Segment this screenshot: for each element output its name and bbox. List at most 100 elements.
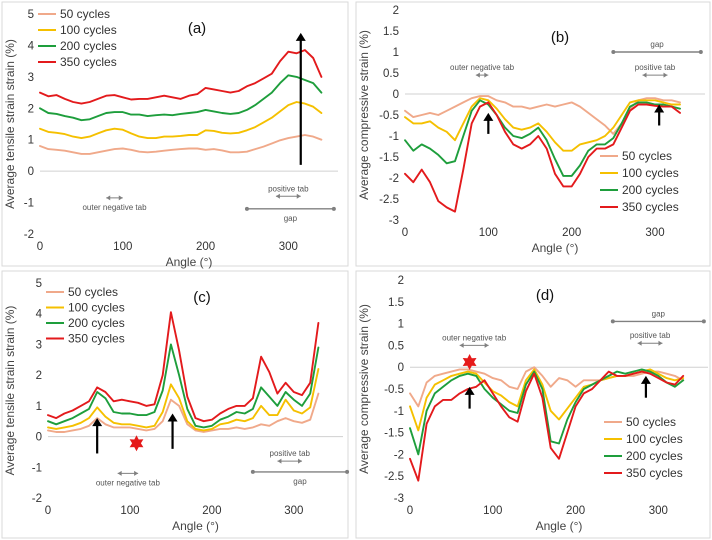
x-tick-label: 300: [284, 505, 303, 517]
y-tick-label: -2: [32, 493, 42, 505]
x-tick-label: 300: [645, 227, 664, 239]
y-axis-label: Average compressive strain (%): [357, 30, 371, 200]
tab-range-arrowhead: [642, 72, 647, 78]
y-tick-label: 2: [393, 5, 399, 17]
arrow-icon: [92, 418, 103, 454]
tab-range-arrowhead: [298, 458, 303, 464]
x-tick-label: 300: [649, 505, 668, 517]
tab-annotation: positive tab: [268, 184, 309, 199]
series-line-100-cycles: [404, 97, 681, 152]
tab-range-arrowhead: [637, 340, 642, 346]
tab-range-end: [250, 469, 255, 474]
tab-range-end: [698, 50, 703, 54]
x-tick-label: 100: [483, 505, 502, 517]
y-axis-label: Average compressive strain (%): [357, 304, 371, 474]
tab-annotation: outer negative tab: [450, 63, 515, 78]
arrow-icon: [640, 375, 651, 398]
x-tick-label: 200: [196, 241, 215, 253]
tab-annotation: positive tab: [630, 331, 671, 346]
tab-range-arrowhead: [275, 193, 280, 199]
series-line-100-cycles: [39, 101, 323, 140]
arrow-icon: [464, 386, 475, 409]
tab-annotation-label: gap: [284, 214, 298, 223]
tab-annotation: gap: [244, 206, 336, 223]
series-line-200-cycles: [404, 99, 681, 177]
tab-annotation-label: gap: [652, 309, 666, 318]
y-tick-label: -0.5: [379, 110, 399, 122]
tab-annotation-label: positive tab: [270, 449, 311, 458]
x-tick-label: 0: [402, 227, 408, 239]
legend-entry: 200 cycles: [68, 316, 125, 330]
tab-annotation-label: outer negative tab: [442, 333, 507, 342]
y-tick-label: 1: [393, 47, 399, 59]
y-axis-label: Average tensile strain strain (%): [3, 306, 17, 476]
y-tick-label: -2: [389, 173, 399, 185]
tab-range-arrowhead: [106, 195, 111, 201]
tab-range-arrowhead: [118, 195, 123, 201]
x-tick-label: 0: [37, 241, 43, 253]
x-tick-label: 200: [566, 505, 585, 517]
y-tick-label: 0: [393, 89, 399, 101]
tab-range-arrowhead: [658, 340, 663, 346]
panel-label: (c): [193, 289, 211, 306]
y-tick-label: 0: [28, 166, 34, 178]
series-line-350-cycles: [404, 101, 681, 213]
y-tick-label: -1: [24, 198, 34, 210]
tab-annotation-label: positive tab: [268, 184, 309, 193]
y-tick-label: -3: [389, 215, 399, 227]
tab-range-end: [701, 319, 706, 324]
panel-label: (b): [551, 29, 569, 46]
tab-annotation-label: gap: [650, 40, 664, 49]
star-icon: [129, 435, 144, 452]
y-tick-label: -2: [394, 449, 404, 461]
y-tick-label: 5: [28, 9, 34, 21]
panel-label: (d): [536, 287, 554, 304]
tab-annotation-label: positive tab: [630, 331, 671, 340]
arrow-head: [483, 112, 494, 121]
x-axis-label: Angle (°): [536, 519, 583, 533]
tab-range-end: [244, 206, 249, 211]
x-axis-label: Angle (°): [166, 255, 213, 269]
y-tick-label: 4: [28, 40, 35, 52]
legend-entry: 200 cycles: [626, 449, 683, 463]
star-icon: [462, 354, 477, 370]
panel-frame: [355, 1, 711, 267]
arrow-head: [640, 375, 651, 384]
panel-label: (a): [188, 20, 206, 37]
panel-frame: [1, 1, 349, 267]
y-tick-label: 2: [36, 370, 42, 382]
y-tick-label: 1: [398, 319, 404, 331]
tab-range-arrowhead: [134, 470, 139, 476]
tab-annotation: outer negative tab: [442, 333, 507, 348]
y-tick-label: 3: [28, 72, 34, 84]
tab-range-arrowhead: [277, 458, 282, 464]
tab-annotation: outer negative tab: [82, 195, 147, 212]
x-axis-label: Angle (°): [172, 519, 219, 533]
panel-frame: [355, 270, 711, 539]
y-tick-label: -0.5: [384, 384, 404, 396]
legend-entry: 200 cycles: [622, 183, 679, 197]
tab-range-end: [611, 50, 616, 54]
legend-entry: 50 cycles: [60, 7, 110, 21]
arrow-head: [654, 104, 665, 113]
arrow-icon: [295, 32, 306, 165]
tab-range-arrowhead: [117, 470, 122, 476]
panel-2: -3 -2.5 -2 -1.5 -1 -0.5 0 0.5 1 1.5 2 0 100 200 300 Ang…: [355, 1, 711, 267]
series-line-200-cycles: [47, 343, 320, 429]
y-tick-label: 2: [28, 103, 34, 115]
tab-annotation: outer negative tab: [96, 470, 160, 487]
tab-range-end: [331, 206, 336, 211]
panel-1: -2 -1 0 1 2 3 4 5 0 100 200 300 Angle (°) Average ten…: [1, 1, 349, 269]
y-tick-label: 0: [36, 432, 42, 444]
tab-annotation-label: positive tab: [635, 63, 676, 72]
tab-annotation-label: outer negative tab: [82, 203, 147, 212]
tab-annotation: positive tab: [635, 63, 676, 78]
tab-annotation: positive tab: [270, 449, 311, 464]
y-tick-label: -1.5: [384, 428, 404, 440]
series-line-350-cycles: [47, 311, 320, 423]
series-line-200-cycles: [409, 368, 685, 456]
